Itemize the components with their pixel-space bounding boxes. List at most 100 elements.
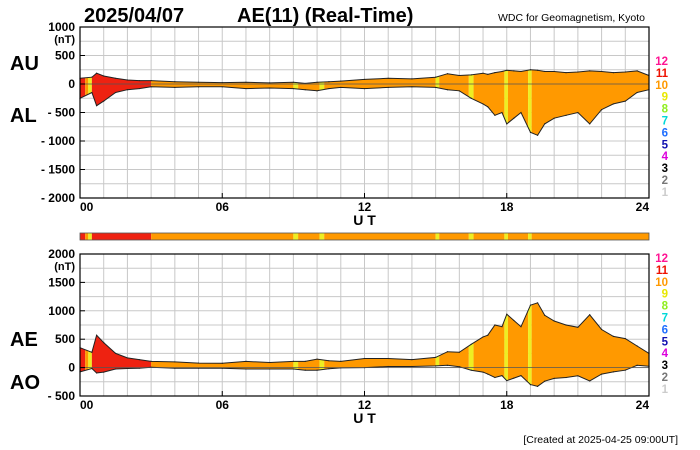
point-ae [435, 356, 437, 358]
activity-segment-level-10 [85, 233, 89, 240]
point-al [482, 103, 484, 105]
point-ao [636, 364, 638, 366]
activity-segment-level-10 [151, 233, 294, 240]
point-au [636, 70, 638, 72]
activity-segment-level-10 [324, 233, 436, 240]
point-ao [91, 367, 93, 370]
point-ae [624, 338, 626, 340]
level-label-7: 7 [662, 313, 668, 325]
point-al [536, 134, 539, 136]
point-al [470, 97, 472, 99]
activity-segment-level-9 [88, 233, 92, 240]
point-au [387, 77, 389, 79]
point-ae [328, 360, 330, 362]
point-al [589, 123, 591, 125]
point-al [600, 109, 603, 111]
activity-segment-level-9 [319, 233, 325, 240]
y-tick-label: - 500 [48, 389, 76, 403]
point-ao [577, 375, 579, 377]
level-label-10: 10 [655, 277, 668, 289]
point-au [501, 70, 503, 73]
y-tick-label: 1000 [48, 304, 75, 318]
point-ae [114, 352, 117, 354]
point-au [138, 79, 140, 82]
point-ae [446, 351, 449, 353]
point-al [612, 103, 615, 105]
point-al [435, 86, 437, 89]
point-ae [304, 360, 306, 362]
activity-segment-level-9 [435, 233, 440, 240]
point-al [150, 86, 152, 88]
level-label-12: 12 [655, 253, 668, 265]
point-ao [292, 368, 294, 370]
activity-segment-level-9 [504, 233, 508, 240]
level-label-2: 2 [662, 175, 668, 187]
point-au [126, 79, 129, 81]
point-ao [536, 385, 539, 387]
x-tick-label: 00 [80, 200, 94, 214]
point-al [292, 87, 294, 90]
point-ae [340, 360, 342, 362]
point-ae [470, 343, 472, 345]
point-au [446, 73, 449, 75]
y-tick-label: - 1500 [41, 163, 75, 177]
point-au [95, 72, 98, 74]
point-al [565, 114, 567, 116]
level-label-5: 5 [662, 336, 669, 348]
point-ao [565, 376, 567, 379]
point-ae [103, 342, 105, 344]
level-label-2: 2 [662, 372, 668, 384]
point-ao [589, 380, 591, 382]
level-label-6: 6 [662, 324, 668, 336]
point-ao [501, 374, 503, 377]
point-al [269, 87, 271, 89]
activity-segment-level-10 [507, 233, 529, 240]
point-ao [316, 369, 318, 371]
band-segment-level-9 [504, 302, 508, 387]
y-tick-label: 2000 [48, 247, 75, 261]
x-tick-label: 24 [636, 200, 650, 214]
activity-segment-level-10 [298, 233, 320, 240]
unit-label: (nT) [54, 261, 75, 273]
chart-title: AE(11) (Real-Time) [237, 5, 413, 27]
level-label-7: 7 [662, 116, 668, 128]
point-ao [126, 367, 129, 370]
point-ao [482, 371, 484, 373]
point-au [565, 72, 567, 74]
point-ao [470, 369, 472, 371]
point-ae [316, 358, 318, 360]
y-tick-label: 0 [68, 77, 75, 91]
point-au [221, 81, 223, 84]
y-tick-label: - 1000 [41, 134, 75, 148]
level-label-8: 8 [662, 104, 669, 116]
point-au [589, 70, 591, 72]
point-ao [553, 377, 555, 379]
point-ae [553, 320, 555, 322]
y-tick-label: - 2000 [41, 191, 75, 205]
point-ae [494, 324, 496, 326]
point-al [636, 91, 638, 94]
x-tick-label: 18 [500, 398, 514, 412]
point-au [624, 71, 626, 73]
level-label-9: 9 [662, 92, 668, 104]
point-ae [600, 328, 603, 331]
level-label-3: 3 [662, 360, 668, 372]
point-ae [520, 326, 522, 328]
point-ae [221, 362, 223, 364]
activity-segment-level-10 [531, 233, 649, 240]
point-au [435, 76, 437, 78]
point-au [292, 81, 294, 83]
point-ao [600, 373, 603, 375]
point-ao [446, 364, 449, 366]
level-label-8: 8 [662, 301, 669, 313]
point-ae [589, 314, 591, 316]
point-al [506, 123, 508, 125]
series-line-au [79, 69, 650, 84]
point-al [245, 87, 247, 90]
point-au [470, 74, 472, 76]
point-au [114, 77, 117, 79]
level-label-3: 3 [662, 163, 668, 175]
point-al [340, 86, 342, 89]
point-ao [103, 371, 105, 373]
